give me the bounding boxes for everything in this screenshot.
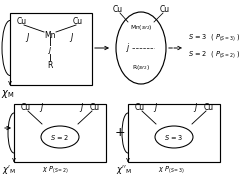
Text: Cu: Cu: [17, 17, 27, 26]
Text: $J$: $J$: [39, 102, 45, 114]
Text: $S$ = 3  ( $P_{(S=3)}$ ): $S$ = 3 ( $P_{(S=3)}$ ): [188, 33, 241, 43]
Text: $J$: $J$: [79, 102, 85, 114]
Text: Cu: Cu: [73, 17, 83, 26]
Text: $\chi$ $P_{(S=2)}$: $\chi$ $P_{(S=2)}$: [42, 165, 70, 175]
Text: $J$: $J$: [25, 31, 31, 44]
Text: Cu: Cu: [135, 103, 145, 112]
Text: $\chi_\mathrm{M}$: $\chi_\mathrm{M}$: [1, 88, 14, 100]
Text: $J$: $J$: [193, 102, 199, 114]
Text: Cu: Cu: [160, 6, 170, 15]
Text: $\chi'_\mathrm{M}$: $\chi'_\mathrm{M}$: [2, 163, 16, 177]
Text: $S$ = 3: $S$ = 3: [164, 132, 184, 141]
Text: $J$: $J$: [69, 31, 75, 44]
Bar: [10, 13, 92, 85]
Bar: [14, 104, 106, 162]
Text: R: R: [47, 62, 53, 71]
Ellipse shape: [155, 126, 193, 148]
Text: $j$: $j$: [125, 42, 130, 55]
Text: Cu: Cu: [204, 103, 214, 112]
Text: $S$ = 2: $S$ = 2: [50, 132, 70, 141]
Ellipse shape: [41, 126, 79, 148]
Text: Cu: Cu: [90, 103, 100, 112]
Text: Mn$(s\prime_2)$: Mn$(s\prime_2)$: [130, 22, 152, 32]
Text: Cu: Cu: [113, 6, 123, 15]
Text: Cu: Cu: [21, 103, 31, 112]
Text: $j$: $j$: [47, 44, 52, 57]
Ellipse shape: [116, 12, 166, 84]
Text: $\chi$ $P_{(S=3)}$: $\chi$ $P_{(S=3)}$: [158, 165, 185, 175]
Text: Mn: Mn: [44, 30, 56, 39]
Text: $\chi''_\mathrm{M}$: $\chi''_\mathrm{M}$: [116, 163, 132, 177]
Text: R$(s\prime_2)$: R$(s\prime_2)$: [132, 62, 150, 71]
Text: +: +: [115, 127, 125, 140]
Text: $J$: $J$: [153, 102, 159, 114]
Text: $S$ = 2  ( $P_{(S=2)}$ ): $S$ = 2 ( $P_{(S=2)}$ ): [188, 50, 241, 60]
Bar: [128, 104, 220, 162]
